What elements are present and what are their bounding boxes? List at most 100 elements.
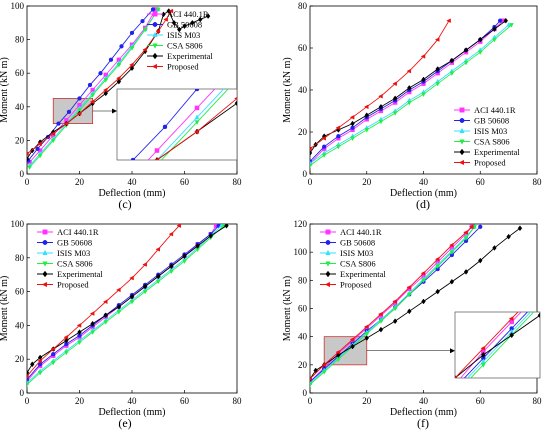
data-point (195, 243, 200, 249)
data-point (310, 150, 313, 156)
legend-marker (459, 107, 465, 113)
inset-data-point (480, 362, 486, 368)
legend-label: Proposed (57, 280, 89, 290)
data-point (129, 299, 135, 305)
data-point (506, 22, 511, 27)
inset-data-point (315, 30, 319, 34)
data-point (310, 146, 312, 152)
data-point (103, 78, 109, 83)
data-point (435, 264, 440, 270)
inset-data-point (537, 312, 540, 319)
data-point (407, 85, 412, 91)
data-point (449, 250, 455, 256)
inset-series (455, 312, 519, 378)
data-point (140, 18, 145, 24)
x-axis-label: Deflection (mm) (99, 188, 166, 199)
inset-series (147, 89, 216, 160)
data-point (155, 28, 161, 34)
inset-data-point (538, 300, 542, 304)
data-point (364, 332, 370, 337)
data-point (322, 144, 327, 149)
series-gb-50608 (27, 7, 156, 163)
inset-data-point (115, 181, 119, 186)
panel-c: 0 20 40 60 80 0 20 40 60 80 100 Deflection (mm) Mome… (0, 1, 319, 211)
y-tick-label: 100 (294, 247, 308, 257)
data-point (51, 351, 56, 357)
legend-entry: CSA S806 (37, 259, 93, 269)
x-tick-label: 60 (476, 396, 486, 406)
data-point (449, 242, 454, 248)
data-point (392, 81, 397, 87)
data-point (98, 71, 103, 76)
data-point (449, 57, 455, 64)
series-csa-s806 (310, 23, 514, 169)
data-point (364, 335, 369, 341)
data-point (392, 111, 398, 116)
legend-label: CSA S806 (340, 259, 376, 269)
data-point (116, 287, 121, 293)
y-tick-label: 20 (15, 135, 25, 145)
data-point (87, 82, 93, 88)
data-point (378, 311, 383, 317)
panel-label: (f) (417, 416, 429, 430)
x-tick-label: 60 (476, 177, 486, 187)
data-point (142, 47, 147, 52)
data-point (478, 257, 483, 264)
inset-series-line (156, 97, 237, 160)
data-point (364, 112, 369, 119)
y-tick-label: 80 (15, 253, 25, 263)
legend-label: Proposed (340, 280, 372, 290)
data-point (37, 358, 42, 364)
x-tick-label: 80 (533, 396, 543, 406)
data-point (116, 63, 122, 68)
data-point (506, 233, 511, 240)
data-point (350, 120, 355, 127)
data-point (435, 66, 440, 72)
legend-marker (325, 240, 331, 245)
legend-entry: Proposed (320, 280, 372, 290)
y-tick-label: 60 (298, 43, 308, 53)
inset-data-point (275, 35, 279, 39)
legend-entry: CSA S806 (147, 41, 203, 51)
data-point (27, 155, 30, 162)
data-point (102, 299, 108, 305)
data-point (208, 232, 213, 239)
legend-label: Experimental (57, 269, 103, 279)
x-axis-label: Deflection (mm) (99, 407, 166, 418)
legend-entry: GB 50608 (454, 116, 509, 126)
y-tick-label: 20 (298, 127, 308, 137)
legend-entry: Proposed (454, 158, 506, 168)
data-point (363, 104, 369, 110)
series-proposed (310, 18, 451, 152)
x-tick-label: 60 (180, 177, 190, 187)
legend-marker (151, 63, 158, 70)
data-point (190, 19, 195, 26)
x-tick-label: 60 (180, 396, 190, 406)
data-point (30, 361, 35, 368)
y-tick-label: 40 (15, 102, 25, 112)
legend-label: Proposed (474, 158, 506, 168)
inset-data-point (453, 386, 457, 390)
panel-d: 0 20 40 60 80 0 20 40 60 80 Deflection (mm) Moment … (282, 1, 542, 211)
x-axis-label: Deflection (mm) (390, 188, 457, 199)
legend-label: ACI 440.1R (167, 9, 209, 19)
legend-label: Proposed (167, 62, 199, 72)
data-point (155, 7, 161, 13)
data-point (218, 224, 224, 228)
data-point (198, 16, 203, 23)
data-point (378, 319, 384, 325)
data-point (310, 382, 313, 388)
x-tick-label: 0 (308, 396, 313, 406)
inset-series (115, 100, 237, 186)
data-point (406, 285, 412, 290)
series-csa-s806 (27, 7, 161, 171)
data-point (492, 26, 497, 32)
legend-marker (458, 159, 465, 166)
data-point (129, 62, 134, 68)
data-point (392, 95, 398, 102)
legend-label: ISIS M03 (57, 248, 90, 258)
x-tick-label: 20 (362, 177, 372, 187)
inset-data-point (259, 16, 263, 20)
y-tick-label: 0 (303, 388, 308, 398)
legend-label: GB 50608 (340, 238, 375, 248)
